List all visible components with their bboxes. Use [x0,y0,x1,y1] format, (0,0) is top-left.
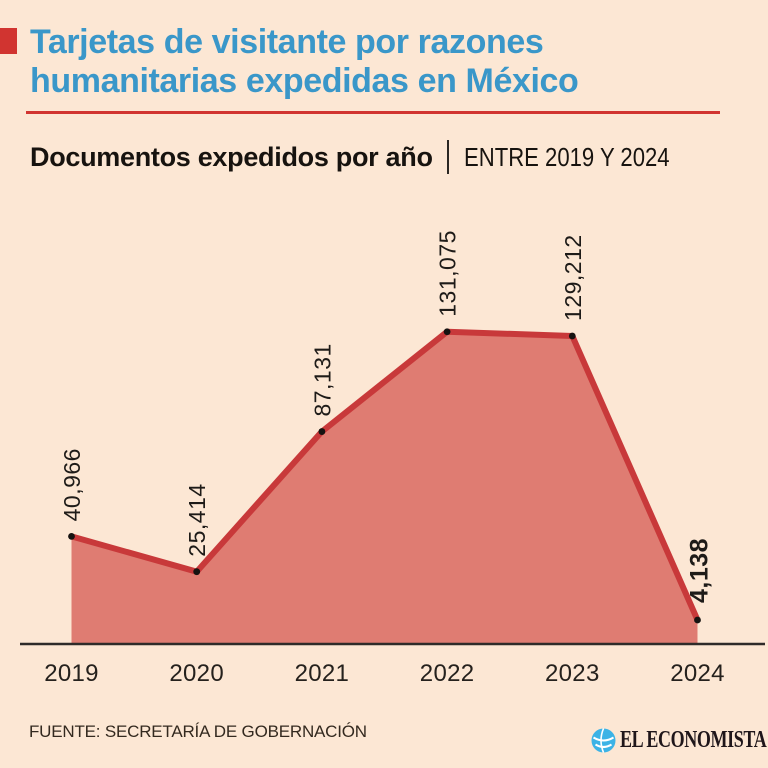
value-label-2019: 40,966 [59,448,85,521]
data-point-2021 [318,428,326,435]
data-point-2024 [694,616,701,624]
data-point-2019 [68,532,75,540]
value-label-2022: 131,075 [435,230,461,317]
value-label-2020: 25,414 [184,483,210,556]
year-tick-2024: 2024 [670,660,725,687]
subtitle-range: ENTRE 2019 Y 2024 [463,141,670,172]
title-bullet-square [0,28,17,54]
year-tick-2020: 2020 [169,660,224,687]
chart-subtitle: Documentos expedidos por año ENTRE 2019 … [30,139,706,175]
data-point-2022 [443,328,451,336]
page-title: Tarjetas de visitante por razones humani… [30,23,730,101]
page-title-line2: humanitarias expedidas en México [30,62,579,100]
value-label-2024: 4,138 [686,538,714,603]
page-title-line1: Tarjetas de visitante por razones [30,23,544,61]
subtitle-label: Documentos expedidos por año [30,141,433,172]
year-tick-2019: 2019 [44,660,99,687]
year-tick-2023: 2023 [545,660,600,687]
trend-line [68,328,701,624]
source-note: FUENTE: SECRETARÍA DE GOBERNACIÓN [29,722,367,741]
year-tick-2022: 2022 [420,660,475,687]
data-point-2020 [193,568,201,576]
divider-rule [26,111,720,114]
area-fill [71,331,698,644]
brand-name: EL ECONOMISTA [620,726,767,753]
data-point-2023 [568,332,576,340]
subtitle-separator [446,140,449,174]
brand-logo: EL ECONOMISTA [591,726,768,754]
year-tick-2021: 2021 [295,660,350,687]
globe-icon [591,727,616,753]
value-label-2021: 87,131 [309,343,335,416]
value-label-2023: 129,212 [560,234,586,321]
